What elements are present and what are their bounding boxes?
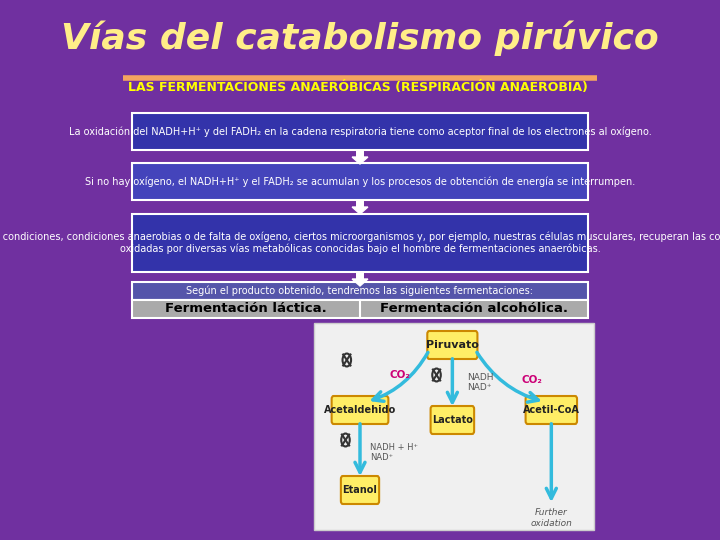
Text: Vías del catabolismo pirúvico: Vías del catabolismo pirúvico xyxy=(61,20,659,56)
Polygon shape xyxy=(352,200,368,214)
FancyBboxPatch shape xyxy=(526,396,577,424)
FancyBboxPatch shape xyxy=(314,323,594,530)
Text: CO₂: CO₂ xyxy=(521,375,542,385)
FancyBboxPatch shape xyxy=(132,282,588,300)
Text: Fermentación alcohólica.: Fermentación alcohólica. xyxy=(380,302,568,315)
FancyBboxPatch shape xyxy=(341,476,379,504)
FancyBboxPatch shape xyxy=(427,331,477,359)
Text: NADH: NADH xyxy=(467,374,493,382)
Text: En estas condiciones, condiciones anaerobias o de falta de oxígeno, ciertos micr: En estas condiciones, condiciones anaero… xyxy=(0,232,720,254)
Text: CO₂: CO₂ xyxy=(389,370,410,380)
Text: Lactato: Lactato xyxy=(432,415,473,425)
FancyBboxPatch shape xyxy=(122,0,598,75)
FancyBboxPatch shape xyxy=(132,214,588,272)
Polygon shape xyxy=(352,272,368,286)
FancyBboxPatch shape xyxy=(332,396,388,424)
FancyBboxPatch shape xyxy=(132,163,588,200)
Text: Fermentación láctica.: Fermentación láctica. xyxy=(166,302,327,315)
Text: NAD⁺: NAD⁺ xyxy=(370,453,393,462)
FancyBboxPatch shape xyxy=(122,78,598,97)
Text: NAD⁺: NAD⁺ xyxy=(467,383,491,393)
FancyBboxPatch shape xyxy=(132,113,588,150)
Text: Etanol: Etanol xyxy=(343,485,377,495)
Text: La oxidación del NADH+H⁺ y del FADH₂ en la cadena respiratoria tiene como acepto: La oxidación del NADH+H⁺ y del FADH₂ en … xyxy=(68,126,652,137)
Text: Piruvato: Piruvato xyxy=(426,340,479,350)
Text: LAS FERMENTACIONES ANAERÓBICAS (RESPIRACIÓN ANAEROBIA): LAS FERMENTACIONES ANAERÓBICAS (RESPIRAC… xyxy=(127,81,588,94)
Text: Según el producto obtenido, tendremos las siguientes fermentaciones:: Según el producto obtenido, tendremos la… xyxy=(186,286,534,296)
Text: Acetil-CoA: Acetil-CoA xyxy=(523,405,580,415)
Polygon shape xyxy=(352,150,368,164)
Text: Further
oxidation: Further oxidation xyxy=(531,508,572,528)
Text: Acetaldehido: Acetaldehido xyxy=(324,405,396,415)
Text: NADH + H⁺: NADH + H⁺ xyxy=(370,442,418,451)
FancyBboxPatch shape xyxy=(132,300,588,318)
Text: Si no hay oxígeno, el NADH+H⁺ y el FADH₂ se acumulan y los procesos de obtención: Si no hay oxígeno, el NADH+H⁺ y el FADH₂… xyxy=(85,176,635,187)
FancyBboxPatch shape xyxy=(431,406,474,434)
